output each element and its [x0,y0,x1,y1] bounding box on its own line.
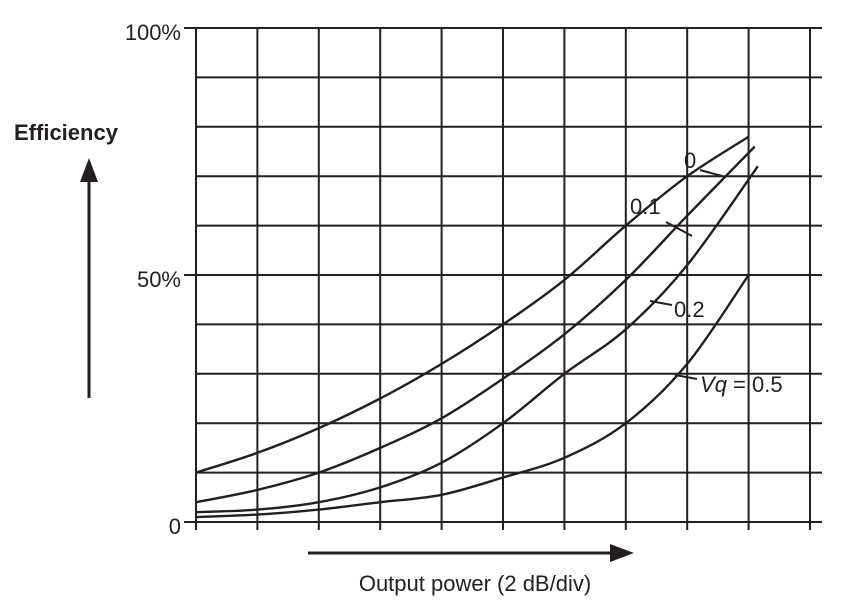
y-tick-label-0: 0 [169,514,181,539]
x-axis-arrow [308,544,634,562]
curve-label-0.1: 0.1 [630,194,661,219]
y-axis-label: Efficiency [14,120,119,145]
callout-leader-0.2 [649,300,673,306]
curve-label-0.5: Vq = 0.5 [700,372,783,397]
x-axis-label: Output power (2 dB/div) [359,571,591,596]
callout-leader-0 [699,169,723,177]
curve-label-0: 0 [684,148,696,173]
series-line-0.2 [195,165,759,514]
curve-label-0.2: 0.2 [674,297,705,322]
grid [184,27,822,530]
y-tick-label-100: 100% [125,20,181,45]
callout-leader-0.1 [665,221,693,237]
curves [195,135,759,519]
curve-callouts [649,169,723,380]
series-line-0.1 [195,145,756,504]
series-line-0.5 [195,274,750,519]
callout-leader-0.5 [674,374,698,380]
series-line-0 [195,135,750,474]
y-tick-label-50: 50% [137,267,181,292]
y-axis-arrow [80,158,98,398]
